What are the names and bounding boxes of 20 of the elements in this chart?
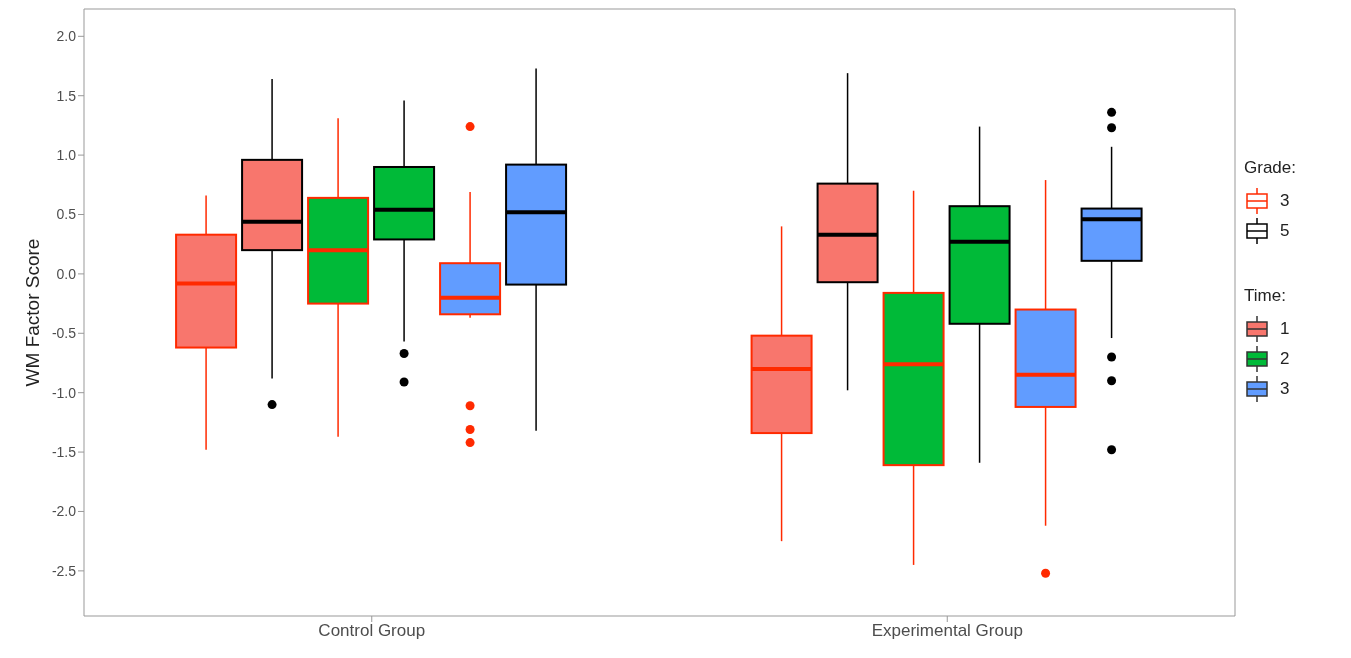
y-tick-label: 2.0 bbox=[56, 28, 77, 45]
x-tick-label: Control Group bbox=[318, 621, 426, 641]
text: 5 bbox=[1280, 221, 1290, 241]
legend-label: 2 bbox=[1280, 349, 1290, 369]
legend-label: 3 bbox=[1280, 379, 1290, 399]
legend-title: Time: bbox=[1244, 286, 1287, 306]
legend-label: 1 bbox=[1280, 319, 1290, 339]
y-tick-label: -0.5 bbox=[51, 325, 77, 342]
text: 3 bbox=[1280, 191, 1290, 211]
x-tick-label: Experimental Group bbox=[871, 621, 1023, 641]
text: Grade: bbox=[1244, 158, 1296, 178]
y-tick-label: 1.0 bbox=[56, 147, 77, 164]
y-tick-label: 0.5 bbox=[56, 206, 77, 223]
y-tick-label: -2.0 bbox=[51, 503, 77, 520]
y-tick-label: -1.5 bbox=[51, 444, 77, 461]
y-tick-label: 1.5 bbox=[56, 87, 77, 104]
y-axis-title: WM Factor Score bbox=[21, 238, 43, 387]
y-tick-label: -1.0 bbox=[51, 384, 77, 401]
y-tick-label: 0.0 bbox=[56, 265, 77, 282]
y-tick-label: -2.5 bbox=[51, 562, 77, 579]
